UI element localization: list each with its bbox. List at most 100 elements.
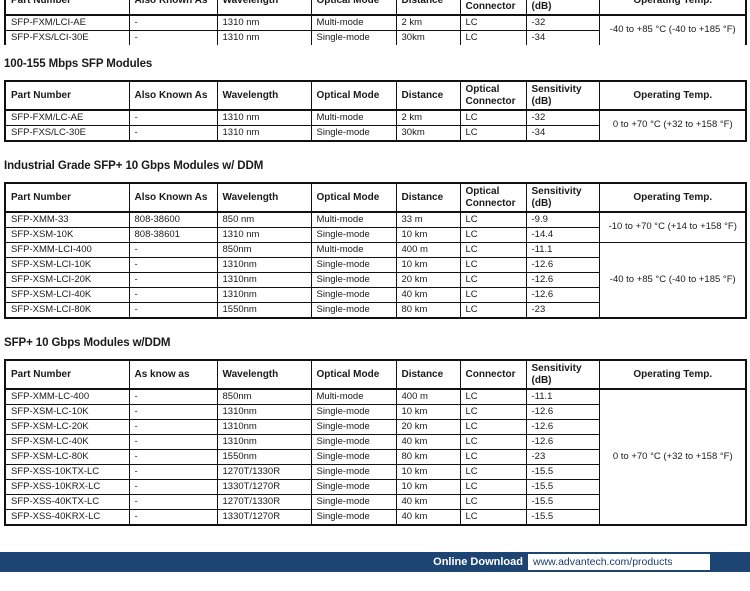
- cell: 20 km: [395, 272, 461, 288]
- cell: 1310 nm: [216, 125, 312, 142]
- cell: LC: [459, 125, 527, 142]
- cell: LC: [459, 388, 527, 405]
- cell: -12.6: [525, 272, 600, 288]
- cell: 2 km: [395, 14, 461, 31]
- cell: LC: [459, 479, 527, 495]
- cell: 80 km: [395, 302, 461, 319]
- cell: -: [128, 434, 218, 450]
- cell: -15.5: [525, 494, 600, 510]
- cell: -32: [525, 14, 600, 31]
- table-row: SFP-FXS/LCI-30E -1310 nm Single-mode 30km LC…: [4, 30, 746, 45]
- cell: 10 km: [395, 404, 461, 420]
- cell: SFP-XSM-10K: [4, 227, 130, 243]
- cell: -9.9: [525, 211, 600, 228]
- cell: -12.6: [525, 257, 600, 273]
- cell: 850 nm: [216, 211, 312, 228]
- cell: -34: [525, 125, 600, 142]
- cell: LC: [459, 14, 527, 31]
- cell: LC: [459, 509, 527, 526]
- column-header: Sensitivity (dB): [525, 359, 600, 390]
- cell: -: [128, 302, 218, 319]
- cell: SFP-XMM-33: [4, 211, 130, 228]
- column-header: Distance: [395, 0, 461, 16]
- cell: 20 km: [395, 419, 461, 435]
- cell: -15.5: [525, 464, 600, 480]
- cell: -: [128, 14, 218, 31]
- cell: -: [128, 30, 218, 45]
- section-title-100-155-mbps: 100-155 Mbps SFP Modules: [4, 58, 153, 70]
- table-row: SFP-XSM-LC-10K -1310nm Single-mode 10 km LC -…: [4, 404, 746, 420]
- cell: SFP-FXM/LCI-AE: [4, 14, 130, 31]
- cell: -32: [525, 109, 600, 126]
- cell: LC: [459, 449, 527, 465]
- cell: LC: [459, 464, 527, 480]
- cell: SFP-XSS-40KTX-LC: [4, 494, 130, 510]
- column-header: Wavelength: [216, 0, 312, 16]
- column-header: Part Number: [4, 182, 130, 213]
- cell: -: [128, 109, 218, 126]
- cell: 1270T/1330R: [216, 464, 312, 480]
- table-row: SFP-XSS-10KTX-LC -1270T/1330R Single-mode 1…: [4, 464, 746, 480]
- cell: -11.1: [525, 242, 600, 258]
- cell: -23: [525, 449, 600, 465]
- cell: Single-mode: [310, 287, 397, 303]
- cell: LC: [459, 257, 527, 273]
- cell: LC: [459, 109, 527, 126]
- cell: LC: [459, 272, 527, 288]
- table-row: SFP-XSM-LCI-40K -1310nm Single-mode 40 km LC…: [4, 287, 746, 303]
- cell: -: [128, 242, 218, 258]
- column-header: Distance: [395, 182, 461, 213]
- cell: -: [128, 509, 218, 526]
- spec-table-industrial-sfp-plus: Part Number Also Known As Wavelength Optica…: [4, 182, 747, 319]
- cell: SFP-FXM/LC-AE: [4, 109, 130, 126]
- cell: -12.6: [525, 419, 600, 435]
- cell: Single-mode: [310, 272, 397, 288]
- operating-temp-cell: 0 to +70 °C (+32 to +158 °F): [598, 109, 747, 142]
- cell: 10 km: [395, 464, 461, 480]
- column-header: Operating Temp.: [598, 359, 747, 390]
- column-header: Sensitivity (dB): [525, 182, 600, 213]
- cell: SFP-XSM-LC-80K: [4, 449, 130, 465]
- table-row: SFP-FXS/LC-30E -1310 nm Single-mode 30km LC -…: [4, 125, 746, 142]
- cell: LC: [459, 434, 527, 450]
- cell: SFP-XSM-LC-20K: [4, 419, 130, 435]
- cell: SFP-XSM-LCI-40K: [4, 287, 130, 303]
- table-row: SFP-XMM-LC-400-850nm Multi-mode 400 m LC -11…: [4, 388, 747, 526]
- cell: 80 km: [395, 449, 461, 465]
- operating-temp-cell: -10 to +70 °C (+14 to +158 °F): [598, 211, 747, 243]
- cell: 1310nm: [216, 434, 312, 450]
- table-row: SFP-XSM-LC-80K -1550nm Single-mode 80 km LC -…: [4, 449, 746, 465]
- cell: -15.5: [525, 479, 600, 495]
- cell: 850nm: [216, 388, 312, 405]
- cell: 850nm: [216, 242, 312, 258]
- download-url: www.advantech.com/products: [533, 556, 673, 568]
- table-row: SFP-XSM-LC-20K -1310nm Single-mode 20 km LC -…: [4, 419, 746, 435]
- cell: 40 km: [395, 287, 461, 303]
- operating-temp-cell: -40 to +85 °C (-40 to +185 °F): [598, 242, 747, 319]
- cell: LC: [459, 30, 527, 45]
- cell: -: [128, 494, 218, 510]
- cell: SFP-XSS-10KTX-LC: [4, 464, 130, 480]
- table-row: SFP-XSS-40KTX-LC -1270T/1330R Single-mode 4…: [4, 494, 746, 510]
- table-row: SFP-FXM/LCI-AE -1310 nm Multi-mode 2 km LC -3…: [4, 14, 747, 45]
- cell: Multi-mode: [310, 14, 397, 31]
- cell: 1310 nm: [216, 14, 312, 31]
- section-title-sfp-plus-ddm: SFP+ 10 Gbps Modules w/DDM: [4, 337, 171, 349]
- cell: SFP-XSM-LCI-80K: [4, 302, 130, 319]
- cell: LC: [459, 211, 527, 228]
- column-header: Distance: [395, 359, 461, 390]
- cell: 1270T/1330R: [216, 494, 312, 510]
- cell: 30km: [395, 125, 461, 142]
- column-header: As know as: [128, 359, 218, 390]
- cell: 808-38600: [128, 211, 218, 228]
- header-row: Part Number Also Known As Wavelength Optica…: [4, 182, 747, 213]
- table-row: SFP-XSS-10KRX-LC -1330T/1270R Single-mode 1…: [4, 479, 746, 495]
- cell: -23: [525, 302, 600, 319]
- cell: 1310 nm: [216, 227, 312, 243]
- cell: Multi-mode: [310, 242, 397, 258]
- cell: -: [128, 272, 218, 288]
- cell: 1330T/1270R: [216, 509, 312, 526]
- cell: SFP-FXS/LCI-30E: [4, 30, 130, 45]
- cell: LC: [459, 494, 527, 510]
- cell: Multi-mode: [310, 109, 397, 126]
